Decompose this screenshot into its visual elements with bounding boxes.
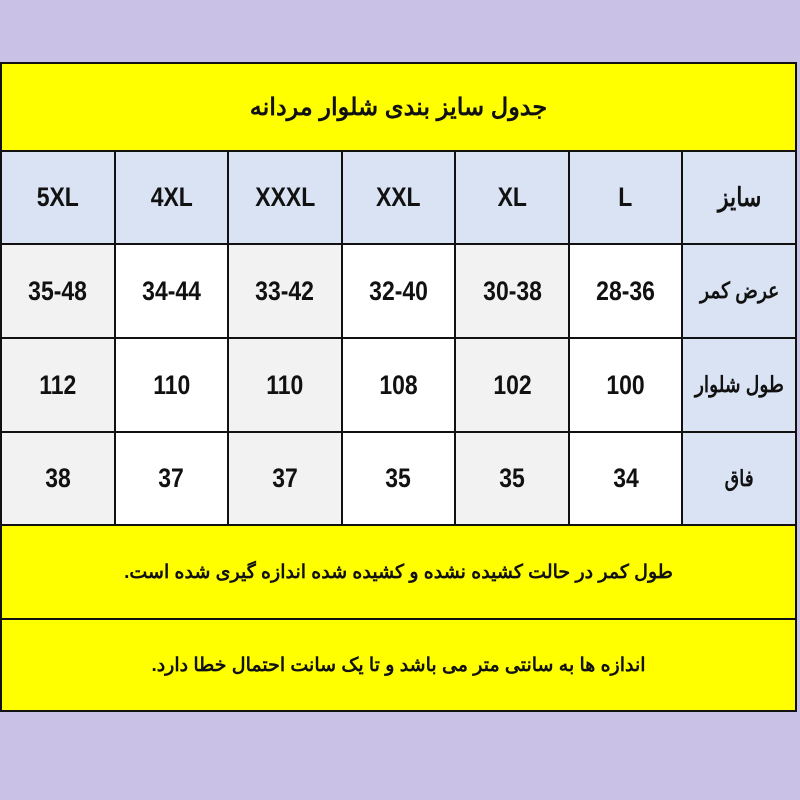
table-cell: 35 — [454, 433, 568, 524]
table-cell: 112 — [1, 339, 114, 431]
table-cell: 37 — [113, 433, 228, 524]
table-cell: 37 — [227, 433, 341, 524]
note-units: اندازه ها به سانتی متر می باشد و تا یک س… — [2, 620, 795, 710]
table-cell: 110 — [227, 339, 341, 431]
row-label: فاق — [681, 433, 795, 524]
note-measurement: طول کمر در حالت کشیده نشده و کشیده شده ا… — [2, 526, 795, 618]
header-size: 4XL — [113, 152, 228, 243]
table-cell: 30-38 — [454, 245, 568, 337]
row-label: طول شلوار — [681, 339, 795, 431]
table-cell: 108 — [340, 339, 455, 431]
size-chart-table: جدول سایز بندی شلوار مردانه سایز L XL XX… — [0, 62, 797, 712]
header-row: سایز L XL XXL XXXL 4XL 5XL — [1, 152, 795, 243]
table-row: عرض کمر 28-36 30-38 32-40 33-42 34-44 35… — [1, 245, 795, 337]
table-cell: 34-44 — [113, 245, 228, 337]
table-cell: 100 — [567, 339, 682, 431]
header-size: XXXL — [227, 152, 341, 243]
header-size: L — [567, 152, 682, 243]
header-label: سایز — [681, 152, 795, 243]
table-cell: 34 — [567, 433, 682, 524]
table-cell: 32-40 — [340, 245, 455, 337]
table-cell: 38 — [1, 433, 114, 524]
table-cell: 35-48 — [1, 245, 114, 337]
table-cell: 33-42 — [227, 245, 341, 337]
header-size: XL — [454, 152, 568, 243]
table-cell: 35 — [340, 433, 455, 524]
table-cell: 28-36 — [567, 245, 682, 337]
table-row: فاق 34 35 35 37 37 38 — [1, 433, 795, 524]
table-title: جدول سایز بندی شلوار مردانه — [2, 64, 795, 150]
row-label: عرض کمر — [681, 245, 795, 337]
table-row: طول شلوار 100 102 108 110 110 112 — [1, 339, 795, 431]
header-size: 5XL — [1, 152, 114, 243]
table-cell: 110 — [113, 339, 228, 431]
table-cell: 102 — [454, 339, 568, 431]
header-size: XXL — [340, 152, 455, 243]
